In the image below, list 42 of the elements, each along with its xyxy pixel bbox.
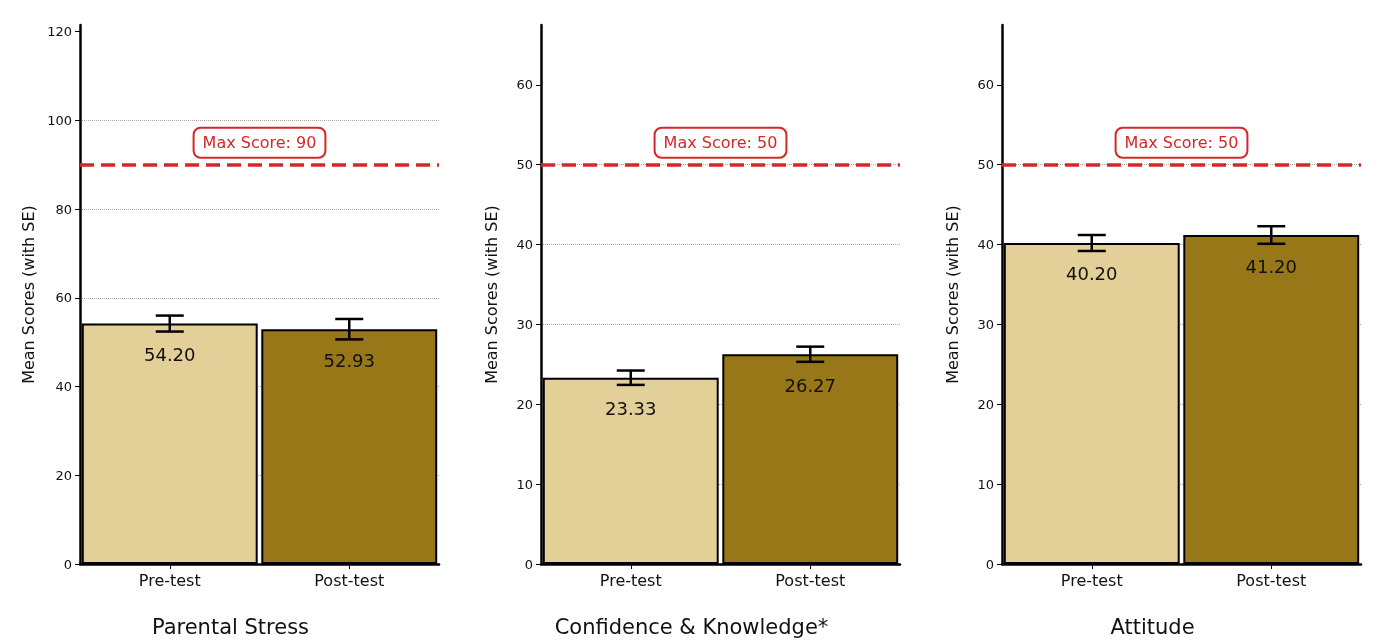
y-tick-label: 120 — [47, 24, 72, 40]
y-tick-label: 50 — [977, 157, 994, 173]
y-tick-label: 60 — [977, 77, 994, 93]
y-tick-label: 60 — [516, 77, 533, 93]
y-tick-label: 0 — [985, 556, 994, 572]
data-label: 52.93 — [323, 349, 376, 371]
y-tick-label: 0 — [63, 556, 72, 572]
y-tick-label: 40 — [977, 237, 994, 253]
x-tick-label: Post-test — [775, 570, 846, 590]
data-label: 41.20 — [1245, 255, 1298, 277]
data-label: 23.33 — [604, 398, 657, 420]
data-label: 26.27 — [784, 374, 837, 396]
x-tick-label: Pre-test — [599, 570, 662, 590]
y-tick-label: 40 — [55, 379, 72, 395]
y-tick-label: 40 — [516, 237, 533, 253]
x-tick-label: Pre-test — [138, 570, 201, 590]
y-tick-label: 100 — [47, 112, 72, 128]
ref-line-label: Max Score: 90 — [202, 133, 317, 153]
y-tick-label: 0 — [524, 556, 533, 572]
ref-line-label: Max Score: 50 — [1124, 133, 1239, 153]
y-tick-label: 30 — [516, 316, 533, 332]
y-axis-title: Mean Scores (with SE) — [481, 205, 501, 384]
text: Confidence & Knowledge* — [554, 614, 829, 639]
y-tick-label: 30 — [977, 316, 994, 332]
y-tick-label: 10 — [977, 476, 994, 492]
y-tick-label: 10 — [516, 476, 533, 492]
y-tick-label: 20 — [55, 467, 72, 483]
x-tick-label: Post-test — [314, 570, 385, 590]
y-axis-title: Mean Scores (with SE) — [18, 205, 38, 384]
x-tick-label: Post-test — [1236, 570, 1307, 590]
y-tick-label: 50 — [516, 157, 533, 173]
data-label: 40.20 — [1065, 263, 1118, 285]
y-axis-title: Mean Scores (with SE) — [942, 205, 962, 384]
data-label: 54.20 — [143, 344, 196, 366]
x-tick-label: Pre-test — [1060, 570, 1123, 590]
y-tick-label: 60 — [55, 290, 72, 306]
text: Parental Stress — [151, 614, 310, 639]
y-tick-label: 80 — [55, 201, 72, 217]
y-tick-label: 20 — [977, 396, 994, 412]
text: Attitude — [1110, 614, 1195, 639]
ref-line-label: Max Score: 50 — [663, 133, 778, 153]
y-tick-label: 20 — [516, 396, 533, 412]
